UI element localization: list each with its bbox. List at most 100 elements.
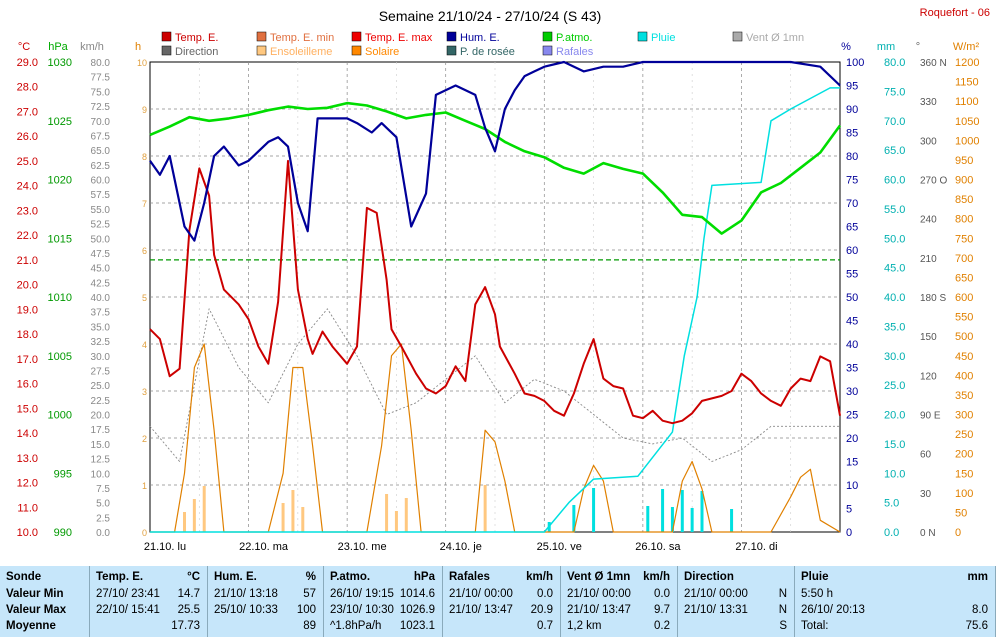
axis-tick-wind: 35.0 (91, 322, 111, 333)
axis-unit: mm (877, 41, 895, 53)
x-tick-label: 24.10. je (440, 541, 482, 553)
axis-tick-solar: 200 (955, 449, 973, 461)
axis-tick-wind: 20.0 (91, 411, 111, 422)
axis-tick-rain: 80.0 (884, 57, 905, 69)
stats-header: Pluie (801, 571, 829, 583)
stats-time: 26/10/ 20:13 (801, 604, 865, 616)
axis-tick-solar: 450 (955, 351, 973, 363)
stats-value: 1026.9 (399, 604, 435, 616)
axis-tick-rain: 10.0 (884, 468, 905, 480)
legend-label: Vent Ø 1mn (746, 32, 804, 44)
rain-bar (661, 489, 665, 532)
rain-bar (670, 507, 674, 532)
stats-time: 21/10/ 00:00 (567, 588, 631, 600)
axis-tick-sun_hours: 7 (142, 199, 147, 209)
series-line-temp-e- (149, 159, 841, 425)
insolation-bar (394, 511, 398, 532)
axis-unit: % (841, 41, 851, 53)
axis-tick-wind: 77.5 (91, 73, 111, 84)
axis-tick-rain: 65.0 (884, 145, 905, 157)
stats-time: 21/10/ 13:18 (214, 588, 278, 600)
axis-tick-temp: 20.0 (17, 280, 38, 292)
axis-tick-temp: 13.0 (17, 453, 38, 465)
axis-tick-solar: 550 (955, 312, 973, 324)
stats-time: ^1.8hPa/h (330, 620, 382, 632)
stats-col-rafales: Rafales km/h 21/10/ 00:00 0.0 21/10/ 13:47 20… (443, 566, 561, 637)
series-line-pluie (150, 87, 840, 533)
axis-tick-humidity: 55 (846, 269, 858, 281)
stats-time: 25/10/ 10:33 (214, 604, 278, 616)
axis-tick-direction: 90 E (920, 411, 941, 422)
axis-tick-solar: 500 (955, 331, 973, 343)
stats-header: Vent Ø 1mn (567, 571, 631, 583)
axis-tick-solar: 1000 (955, 135, 979, 147)
axis-tick-wind: 75.0 (91, 87, 111, 98)
axis-tick-solar: 750 (955, 233, 973, 245)
axis-tick-humidity: 100 (846, 57, 864, 69)
axis-tick-temp: 25.0 (17, 156, 38, 168)
axis-tick-pressure: 1030 (48, 57, 72, 69)
legend-label: Direction (175, 46, 218, 58)
axis-tick-rain: 30.0 (884, 351, 905, 363)
axis-tick-wind: 10.0 (91, 469, 111, 480)
insolation-bar (404, 498, 408, 532)
axis-tick-wind: 55.0 (91, 205, 111, 216)
axis-tick-sun_hours: 6 (142, 246, 147, 256)
axis-tick-wind: 62.5 (91, 161, 111, 172)
series-line-vent-mn (149, 308, 840, 462)
station-name: Roquefort - 06 (920, 7, 990, 19)
legend-swatch (256, 45, 267, 56)
axis-tick-temp: 21.0 (17, 255, 38, 267)
x-tick-label: 26.10. sa (635, 541, 681, 553)
stats-value: 0.0 (537, 588, 553, 600)
stats-time: 21/10/ 13:47 (449, 604, 513, 616)
axis-tick-humidity: 25 (846, 410, 858, 422)
axis-tick-temp: 19.0 (17, 304, 38, 316)
axis-tick-solar: 900 (955, 175, 973, 187)
axis-tick-humidity: 85 (846, 128, 858, 140)
axis-unit: h (135, 41, 141, 53)
axis-tick-sun_hours: 2 (142, 434, 147, 444)
axis-tick-wind: 47.5 (91, 249, 111, 260)
stats-header: Hum. E. (214, 571, 257, 583)
axis-tick-solar: 1200 (955, 57, 979, 69)
stats-value: 1014.6 (399, 588, 435, 600)
stats-value: 0.7 (537, 620, 553, 632)
legend-swatch (542, 31, 553, 42)
axis-tick-sun_hours: 9 (142, 105, 147, 115)
axis-tick-sun_hours: 5 (142, 293, 147, 303)
axis-tick-humidity: 10 (846, 480, 858, 492)
stats-unit: °C (187, 571, 200, 583)
axis-tick-pressure: 1025 (48, 116, 72, 128)
stats-unit: km/h (526, 571, 553, 583)
insolation-bar (202, 486, 206, 532)
insolation-bar (291, 490, 295, 532)
axis-tick-sun_hours: 8 (142, 152, 147, 162)
axis-tick-direction: 180 S (920, 293, 946, 304)
axis-tick-wind: 7.5 (96, 484, 110, 495)
stats-value: 8.0 (972, 604, 988, 616)
legend-swatch (637, 31, 648, 42)
axis-tick-humidity: 15 (846, 457, 858, 469)
stats-header: Temp. E. (96, 571, 144, 583)
stats-panel: Sonde Valeur Min Valeur Max Moyenne Temp. E.… (0, 566, 996, 637)
stats-value: 100 (296, 604, 316, 616)
axis-tick-temp: 16.0 (17, 379, 38, 391)
axis-tick-wind: 12.5 (91, 455, 111, 466)
legend-swatch (446, 45, 457, 56)
axis-tick-wind: 42.5 (91, 278, 111, 289)
insolation-bar (483, 485, 487, 532)
legend-label: Temp. E. min (270, 32, 334, 44)
axis-tick-wind: 50.0 (91, 234, 111, 245)
axis-tick-wind: 25.0 (91, 381, 111, 392)
axis-tick-solar: 150 (955, 468, 973, 480)
axis-tick-wind: 72.5 (91, 102, 111, 113)
axis-tick-temp: 28.0 (17, 82, 38, 94)
axis-tick-direction: 360 N (920, 58, 947, 69)
axis-tick-direction: 270 O (920, 176, 947, 187)
legend-swatch (351, 45, 362, 56)
axis-tick-solar: 950 (955, 155, 973, 167)
axis-tick-solar: 350 (955, 390, 973, 402)
insolation-bar (192, 499, 196, 532)
stats-col-patmo: P.atmo. hPa 26/10/ 19:15 1014.6 23/10/ 10:30… (324, 566, 443, 637)
